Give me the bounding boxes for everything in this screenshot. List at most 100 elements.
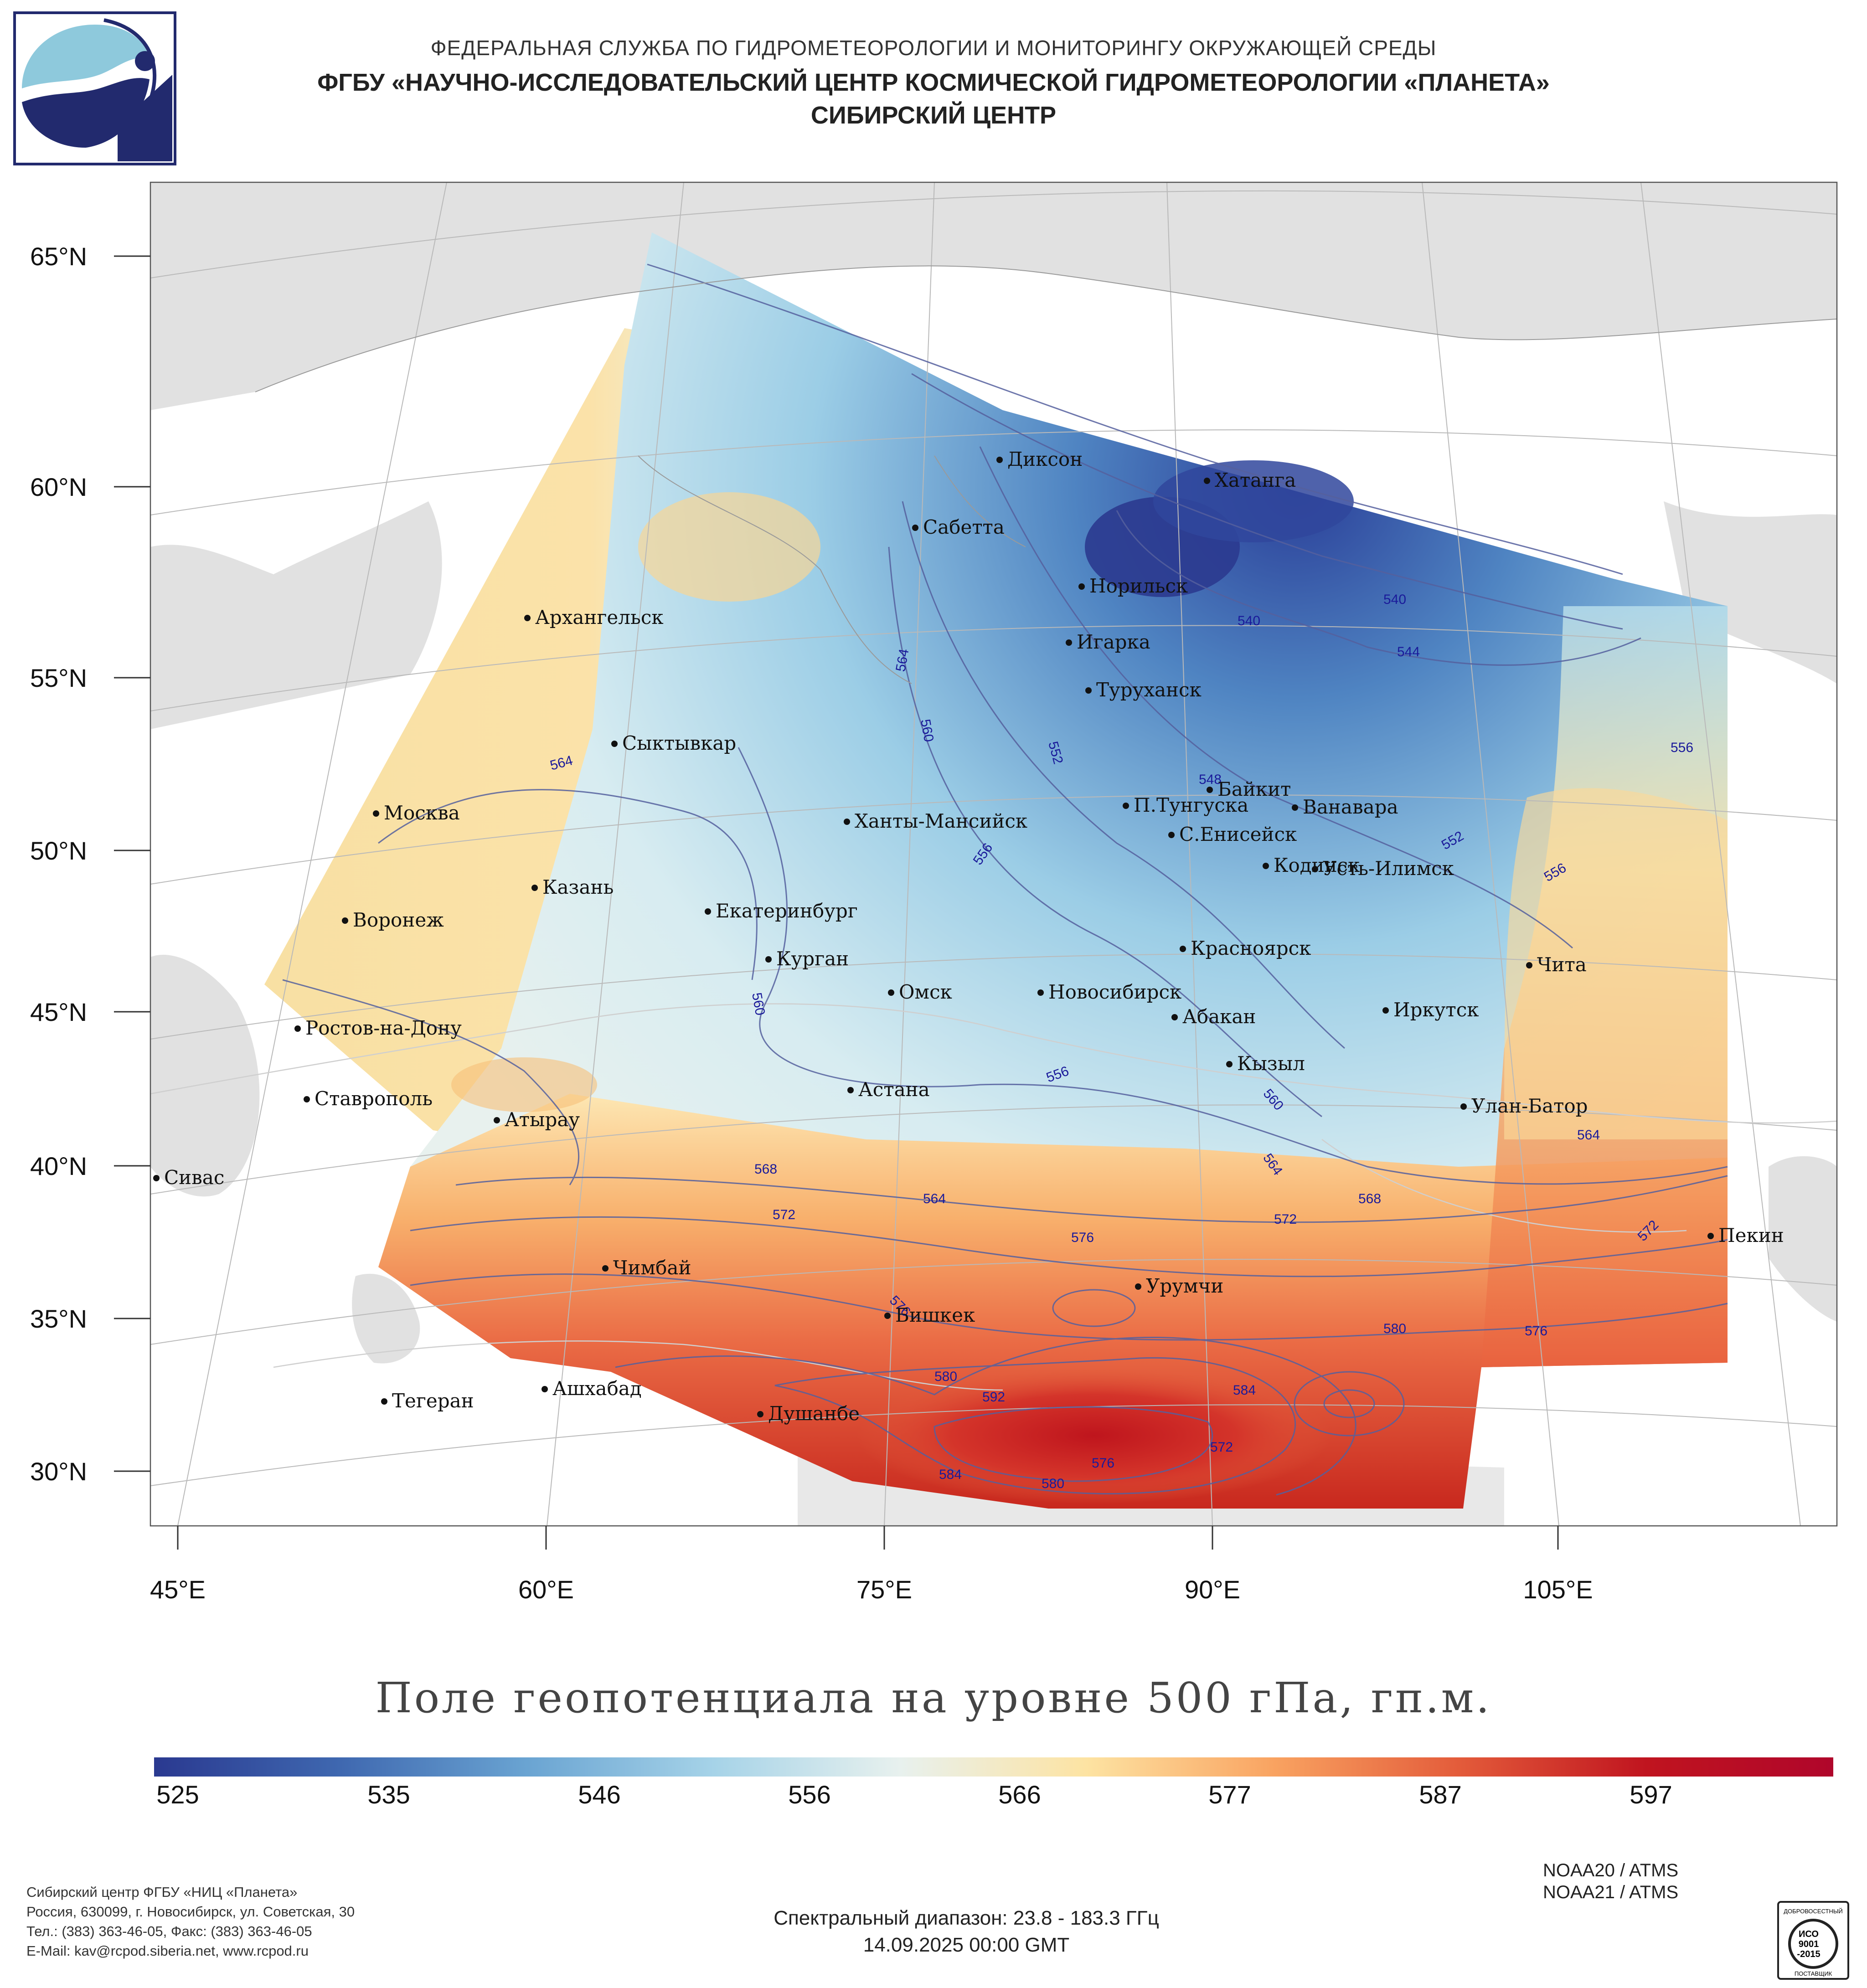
contour-label: 572: [773, 1207, 795, 1222]
city-label: Кодинск: [1274, 854, 1360, 876]
city-label: Усть-Илимск: [1323, 857, 1454, 880]
city-label: Курган: [776, 948, 849, 970]
colorbar-tick: 587: [1419, 1780, 1462, 1809]
contact-line: Тел.: (383) 363-46-05, Факс: (383) 363-4…: [26, 1923, 312, 1939]
city-label: Ростов-на-Дону: [305, 1017, 462, 1039]
contour-label: 580: [1042, 1476, 1064, 1491]
colorbar-tick: 525: [156, 1780, 199, 1809]
city-label: Ашхабад: [552, 1377, 642, 1400]
contour-label: 544: [1397, 644, 1420, 659]
city-label: Екатеринбург: [716, 900, 858, 922]
planeta-logo: [13, 11, 176, 165]
contour-label: 580: [1383, 1321, 1406, 1336]
lat-label: 30°N: [30, 1457, 88, 1486]
contour-label: 576: [1071, 1230, 1094, 1245]
city-label: С.Енисейск: [1179, 823, 1297, 845]
city-label: Урумчи: [1146, 1275, 1223, 1297]
contour-label: 556: [1671, 740, 1693, 755]
contour-label: 572: [1274, 1212, 1297, 1227]
satellites: NOAA20 / ATMS NOAA21 / ATMS: [1543, 1859, 1678, 1903]
contour-label: 568: [1358, 1191, 1381, 1206]
contour-label: 584: [1233, 1383, 1256, 1398]
city-label: Омск: [899, 981, 952, 1003]
city-label: Туруханск: [1096, 679, 1202, 701]
city-label: Чимбай: [613, 1257, 691, 1279]
lon-label: 105°E: [1523, 1575, 1593, 1604]
satellite-line: NOAA20 / ATMS: [1543, 1860, 1679, 1880]
iso-badge: ДОБРОВОСЕСТНЫЙ ИСО 9001 -2015 ПОСТАВЩИК: [1777, 1901, 1849, 1980]
lat-label: 45°N: [30, 998, 88, 1026]
city-label: Сабетта: [923, 516, 1005, 538]
header-institute: ФГБУ «НАУЧНО-ИССЛЕДОВАТЕЛЬСКИЙ ЦЕНТР КОС…: [317, 69, 1550, 96]
city-label: Атырау: [505, 1108, 580, 1131]
colorbar-tick: 597: [1630, 1780, 1672, 1809]
contact-line: Сибирский центр ФГБУ «НИЦ «Планета»: [26, 1884, 298, 1900]
colorbar-tick: 577: [1208, 1780, 1251, 1809]
contact-block: Сибирский центр ФГБУ «НИЦ «Планета» Росс…: [26, 1882, 355, 1961]
lon-label: 75°E: [856, 1575, 913, 1604]
city-label: Ванавара: [1303, 796, 1398, 818]
city-label: Диксон: [1007, 448, 1083, 470]
city-label: Пекин: [1718, 1224, 1784, 1246]
city-label: Игарка: [1077, 631, 1150, 653]
contour-label: 540: [1383, 592, 1406, 607]
lat-label: 40°N: [30, 1152, 88, 1180]
contour-label: 576: [1525, 1324, 1547, 1339]
contact-line: E-Mail: kav@rcpod.siberia.net, www.rcpod…: [26, 1943, 309, 1959]
city-label: Байкит: [1217, 778, 1291, 800]
iso-text: ПОСТАВЩИК: [1795, 1970, 1832, 1977]
city-label: Новосибирск: [1048, 981, 1181, 1003]
lon-label: 45°E: [150, 1575, 206, 1604]
city-label: Казань: [542, 876, 614, 898]
city-label: П.Тунгуска: [1134, 794, 1248, 816]
contour-label: 564: [1577, 1128, 1600, 1143]
city-label: Улан-Батор: [1471, 1095, 1588, 1117]
contact-line: Россия, 630099, г. Новосибирск, ул. Сове…: [26, 1904, 355, 1920]
lon-label: 90°E: [1184, 1575, 1241, 1604]
contour-label: 548: [1199, 772, 1222, 787]
city-label: Хатанга: [1215, 469, 1296, 491]
lat-label: 55°N: [30, 664, 88, 692]
city-label: Астана: [858, 1078, 930, 1101]
colorbar-tick: 566: [998, 1780, 1041, 1809]
map-title: Поле геопотенциала на уровне 500 гПа, гп…: [375, 1674, 1492, 1722]
iso-text: ИСО: [1799, 1929, 1819, 1939]
contour-label: 592: [982, 1390, 1005, 1405]
header-agency: ФЕДЕРАЛЬНАЯ СЛУЖБА ПО ГИДРОМЕТЕОРОЛОГИИ …: [430, 36, 1437, 60]
header-center: СИБИРСКИЙ ЦЕНТР: [810, 102, 1057, 129]
colorbar-tick: 556: [788, 1780, 831, 1809]
lon-label: 60°E: [518, 1575, 574, 1604]
city-label: Красноярск: [1191, 937, 1311, 959]
city-label: Тегеран: [392, 1390, 474, 1412]
iso-text: 9001: [1799, 1939, 1819, 1949]
lat-label: 60°N: [30, 473, 88, 501]
lat-label: 50°N: [30, 836, 88, 865]
lat-label: 35°N: [30, 1304, 88, 1333]
contour-label: 584: [939, 1467, 962, 1482]
city-label: Сивас: [164, 1166, 224, 1189]
city-label: Норильск: [1089, 575, 1188, 597]
city-label: Ставрополь: [315, 1087, 433, 1110]
city-label: Архангельск: [535, 606, 664, 628]
colorbar-tick: 546: [578, 1780, 621, 1809]
spectral-range: Спектральный диапазон: 23.8 - 183.3 ГГц: [774, 1907, 1159, 1929]
colorbar-tick: 535: [367, 1780, 410, 1809]
observation-datetime: 14.09.2025 00:00 GMT: [863, 1934, 1070, 1956]
geopotential-map: 540 540 544 548 552 552 556 556 556 556 …: [114, 181, 1838, 1550]
city-label: Воронеж: [353, 909, 444, 931]
city-label: Сыктывкар: [622, 732, 736, 754]
contour-label: 540: [1238, 613, 1260, 628]
city-label: Абакан: [1182, 1005, 1256, 1028]
city-label: Чита: [1537, 953, 1587, 976]
satellite-line: NOAA21 / ATMS: [1543, 1882, 1679, 1902]
city-label: Москва: [384, 802, 460, 824]
colorbar: [154, 1757, 1833, 1777]
iso-text: ДОБРОВОСЕСТНЫЙ: [1784, 1908, 1843, 1915]
iso-text: -2015: [1797, 1949, 1820, 1959]
city-label: Душанбе: [768, 1402, 860, 1425]
city-label: Бишкек: [895, 1304, 975, 1326]
contour-label: 564: [923, 1191, 946, 1206]
contour-label: 568: [754, 1162, 777, 1177]
lat-label: 65°N: [30, 242, 88, 271]
city-label: Кызыл: [1237, 1052, 1305, 1075]
